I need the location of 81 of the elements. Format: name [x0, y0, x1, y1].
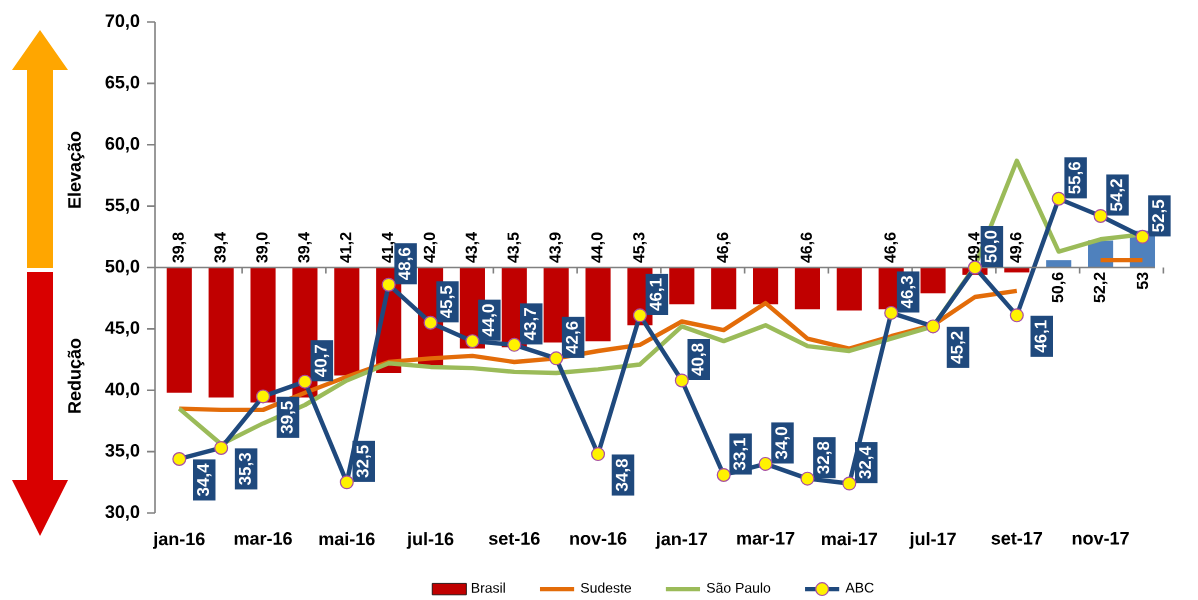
- data-label: 49,4: [968, 232, 982, 263]
- y-tick-label: 55,0: [105, 198, 140, 214]
- data-label: 34,4: [196, 463, 212, 497]
- data-label: 55,6: [1068, 161, 1083, 194]
- data-label: 45,5: [440, 285, 455, 319]
- x-tick-label: jul-16: [406, 532, 454, 549]
- x-tick-label: nov-16: [570, 532, 627, 545]
- data-label: 43,4: [465, 232, 480, 263]
- bar: [753, 267, 779, 305]
- data-label: 48,6: [398, 247, 413, 281]
- data-label: 40,7: [314, 344, 330, 378]
- x-tick-label: mai-17: [821, 532, 878, 546]
- data-label: 50,6: [1051, 272, 1066, 303]
- x-tick-label: set-16: [488, 532, 540, 545]
- data-label: 52,5: [1152, 199, 1167, 232]
- data-label: 52,2: [1093, 272, 1108, 303]
- data-label: 39,4: [214, 232, 228, 263]
- data-label: 46,6: [716, 232, 731, 263]
- data-label: 39,5: [280, 401, 296, 434]
- data-label: 46,6: [800, 232, 815, 263]
- data-label: 46,1: [1034, 320, 1050, 353]
- bar: [794, 267, 820, 310]
- text: Elevação: [67, 131, 85, 208]
- bar: [208, 267, 234, 398]
- data-label: 53: [1136, 272, 1149, 290]
- data-label: 46,6: [884, 232, 899, 263]
- data-label: 35,3: [238, 452, 254, 486]
- data-label: 39,4: [298, 232, 312, 263]
- text: Redução: [67, 338, 85, 413]
- data-label: 49,6: [1010, 232, 1024, 263]
- data-label: 40,8: [691, 343, 706, 376]
- data-label: 41,2: [339, 232, 354, 263]
- bar: [1046, 260, 1072, 268]
- legend-label: ABC: [845, 582, 874, 593]
- data-label: 44,0: [482, 304, 497, 337]
- y-tick-label: 45,0: [105, 321, 140, 337]
- x-tick-label: mar-17: [737, 532, 795, 545]
- data-label: 39,0: [256, 232, 270, 263]
- data-label: 43,5: [507, 232, 522, 263]
- data-label: 34,8: [615, 459, 631, 492]
- data-label: 32,5: [356, 445, 371, 478]
- y-tick-label: 50,0: [105, 259, 140, 276]
- data-label: 45,2: [950, 331, 966, 364]
- data-label: 42,6: [565, 321, 581, 354]
- data-label: 43,9: [549, 232, 564, 263]
- y-tick-label: 60,0: [105, 137, 140, 153]
- data-label: 44,0: [591, 232, 605, 263]
- data-label: 43,7: [524, 308, 539, 341]
- y-tick-label: 65,0: [105, 75, 140, 92]
- x-tick-label: jan-16: [153, 532, 205, 549]
- data-label: 50,0: [984, 230, 1000, 263]
- legend-label: São Paulo: [706, 582, 771, 593]
- legend-label: Brasil: [471, 582, 505, 593]
- bar: [711, 267, 737, 310]
- data-label: 54,2: [1110, 179, 1125, 212]
- bar: [836, 267, 862, 311]
- data-label: 46,1: [649, 278, 665, 311]
- data-label: 32,8: [817, 441, 832, 474]
- data-label: 34,0: [775, 427, 790, 460]
- data-label: 46,3: [900, 276, 916, 309]
- data-label: 45,3: [633, 232, 647, 263]
- data-label: 42,0: [423, 232, 438, 263]
- x-tick-label: mar-16: [234, 532, 292, 545]
- x-tick-label: mai-16: [319, 532, 375, 546]
- y-tick-label: 70,0: [105, 14, 140, 30]
- y-tick-label: 40,0: [105, 382, 140, 398]
- data-label: 41,4: [381, 232, 396, 263]
- bar: [585, 267, 611, 342]
- x-tick-label: set-17: [991, 532, 1043, 545]
- bar: [334, 267, 360, 376]
- bar: [166, 267, 192, 393]
- y-tick-label: 30,0: [105, 505, 140, 521]
- y-tick-label: 35,0: [105, 443, 140, 460]
- data-label: 39,8: [172, 232, 187, 263]
- x-tick-label: nov-17: [1072, 532, 1129, 545]
- x-tick-label: jan-17: [655, 532, 708, 549]
- x-tick-label: jul-17: [909, 532, 956, 549]
- legend-label: Sudeste: [580, 582, 632, 593]
- bar: [250, 267, 276, 403]
- data-label: 33,1: [733, 437, 748, 471]
- data-label: 32,4: [859, 446, 874, 479]
